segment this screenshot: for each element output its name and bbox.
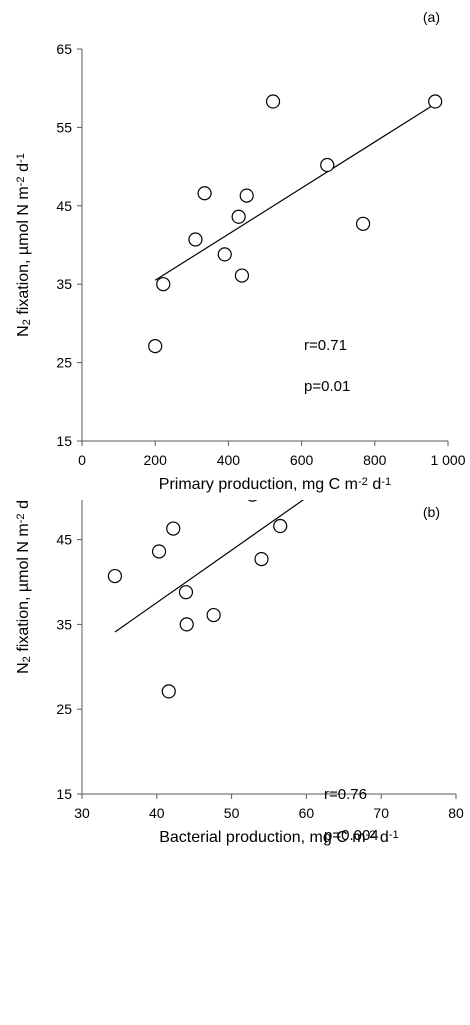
y-tick-label: 65	[56, 41, 72, 57]
x-tick-label: 60	[299, 805, 315, 821]
data-point	[254, 552, 269, 567]
data-point	[320, 157, 335, 173]
data-point	[178, 585, 194, 600]
y-tick-label: 25	[56, 355, 72, 371]
y-axis-title: N2 fixation, µmol N m-2 d-1	[15, 153, 34, 337]
data-point	[217, 247, 232, 262]
data-point	[355, 216, 371, 231]
y-tick-label: 15	[56, 786, 72, 802]
data-point	[197, 186, 212, 201]
data-point	[107, 568, 123, 584]
x-tick-label: 200	[144, 452, 168, 468]
y-axis-title: N2 fixation, µmol N m-2 d-1	[15, 500, 34, 674]
trend-line	[114, 500, 305, 633]
x-axis-title: Bacterial production, mg C m-2 d-1	[159, 829, 399, 846]
y-tick-label: 45	[56, 198, 72, 214]
chart-panel-a: 15 25 35 45 55 65 0 200 400 600 800 1 000 Primary pr…	[0, 0, 470, 500]
chart-panel-b: 152535455565304050607080Bacterial produc…	[0, 500, 470, 1025]
data-point	[148, 339, 163, 354]
x-tick-label: 70	[373, 805, 389, 821]
x-tick-label: 1 000	[430, 452, 465, 468]
data-point	[151, 544, 167, 559]
x-tick-label: 30	[74, 805, 90, 821]
x-tick-label: 0	[78, 452, 86, 468]
data-point	[161, 684, 176, 699]
x-axis-title: Primary production, mg C m-2 d-1	[159, 476, 391, 493]
data-point	[156, 277, 171, 292]
y-tick-label: 15	[56, 433, 72, 449]
x-tick-label: 800	[363, 452, 387, 468]
scatter-chart-a: 15 25 35 45 55 65 0 200 400 600 800 1 000 Primary pr…	[15, 9, 466, 493]
data-point	[273, 518, 288, 534]
y-tick-label: 35	[56, 276, 72, 292]
data-point	[428, 94, 443, 109]
data-point	[247, 500, 258, 502]
data-point	[231, 209, 246, 224]
y-tick-label: 45	[56, 532, 72, 548]
trend-line	[154, 103, 436, 281]
panel-label: (a)	[423, 9, 440, 25]
data-point	[188, 232, 203, 247]
data-point	[239, 188, 254, 203]
data-point	[234, 268, 250, 283]
data-point	[206, 607, 221, 623]
correlation-annotation: r=0.71	[304, 337, 347, 354]
y-tick-label: 25	[56, 701, 72, 717]
x-tick-label: 600	[290, 452, 314, 468]
data-point	[179, 617, 194, 632]
y-tick-label: 55	[56, 119, 72, 135]
y-tick-label: 35	[56, 616, 72, 632]
scatter-chart-b: 152535455565304050607080Bacterial produc…	[15, 500, 464, 846]
p-value-annotation: p=0.004	[324, 827, 379, 844]
correlation-annotation: r=0.76	[324, 786, 367, 803]
x-tick-label: 400	[217, 452, 241, 468]
p-value-annotation: p=0.01	[304, 378, 350, 395]
x-tick-label: 50	[224, 805, 240, 821]
panel-label: (b)	[423, 504, 440, 520]
data-point	[265, 94, 281, 109]
x-tick-label: 40	[149, 805, 165, 821]
data-point	[166, 521, 181, 536]
x-tick-label: 80	[448, 805, 464, 821]
